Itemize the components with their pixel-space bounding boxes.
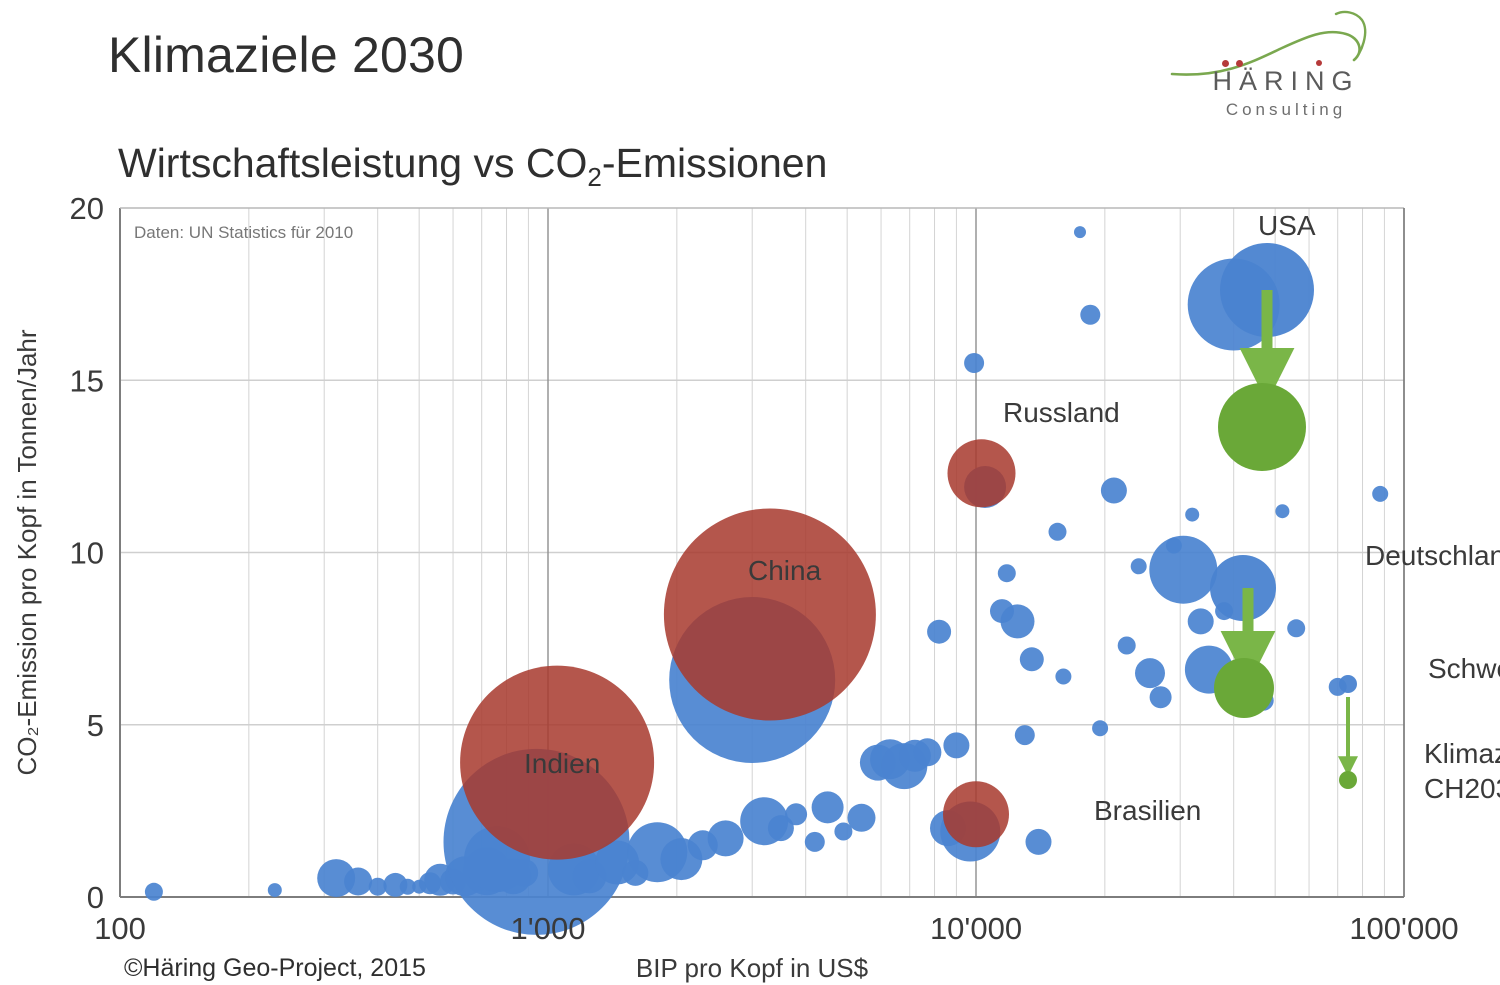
population-bubble [1055,668,1072,685]
logo-subtitle: Consulting [1225,100,1347,119]
chart-title-main: Wirtschaftsleistung vs CO [118,140,588,186]
plot-frame: Daten: UN Statistics für 2010 [119,207,1405,898]
population-bubble [804,831,825,852]
target-goal-bubble [1339,771,1357,789]
bubble-label-klimaziel: Klimaziel [1424,738,1500,769]
population-bubble [847,803,876,832]
population-bubble [1187,608,1214,635]
population-bubble [785,803,808,826]
bubble-label-schweiz: Schweiz [1428,653,1500,684]
target-goal-bubble [1214,658,1274,718]
x-tick-label: 10'000 [930,911,1022,946]
logo-umlaut-dot-left [1222,60,1229,67]
population-bubble [1130,558,1147,575]
copyright-note: ©Häring Geo-Project, 2015 [124,954,426,982]
logo-i-dot-icon [1316,60,1322,66]
population-bubble [1048,522,1067,541]
axis-labels: 0 5 10 15 20 100 1'000 10'000 100'000 CO₂-Emissio… [12,191,1459,983]
population-bubble [1185,507,1200,522]
climate-target-markers [1210,243,1358,789]
population-bubble [1149,535,1218,604]
x-tick-label: 100'000 [1349,911,1458,946]
bubble-label-ch2030: CH2030 [1424,773,1500,804]
target-goal-bubble [1218,383,1306,471]
population-bubble [368,877,387,896]
population-bubble [1117,636,1136,655]
emission-bubbles [460,439,1016,860]
x-tick-label: 100 [94,911,146,946]
logo-wordmark: HÄRING [1212,66,1360,96]
emission-bubble [663,508,876,721]
population-bubble [1100,477,1127,504]
population-bubble [834,822,853,841]
logo-umlaut-dot-right [1236,60,1243,67]
population-bubble [913,738,942,767]
population-bubble [1149,686,1172,709]
population-bubble [267,883,282,898]
bubble-label-china: China [748,555,822,586]
target-source-bubble [1339,675,1357,693]
population-bubble [811,791,844,824]
population-bubble [1025,828,1052,855]
x-tick-label: 1'000 [511,911,586,946]
population-bubble [144,882,163,901]
y-axis-title: CO₂-Emission pro Kopf in Tonnen/Jahr [12,329,42,775]
source-note: Daten: UN Statistics für 2010 [134,223,353,242]
y-tick-label: 20 [70,191,104,226]
chart-title: Wirtschaftsleistung vs CO2-Emissionen [118,140,827,193]
y-tick-label: 15 [70,363,104,398]
page-title: Klimaziele 2030 [108,27,464,83]
emission-bubble [943,781,1009,848]
population-bubble [1135,658,1165,689]
population-bubble [399,878,416,895]
population-bubble [1080,304,1101,325]
bubble-label-russland: Russland [1003,397,1120,428]
population-bubble [344,867,373,896]
haering-consulting-logo: HÄRING Consulting [1164,8,1404,130]
y-tick-label: 5 [87,708,104,743]
emission-bubble [947,439,1016,508]
logo-swoosh-icon [1170,10,1367,76]
population-bubble [1275,504,1290,519]
chart-title-subscript: 2 [587,162,602,193]
bubble-label-brasilien: Brasilien [1094,795,1201,826]
population-bubble [927,619,952,644]
y-tick-label: 10 [70,536,104,571]
population-bubble [707,820,744,857]
population-bubble [997,564,1016,583]
population-bubble [1019,647,1044,672]
population-bubble [767,815,794,842]
emission-bubble [460,665,655,860]
population-bubble [1287,619,1306,638]
chart-title-tail: -Emissionen [601,140,828,186]
y-tick-label: 0 [87,880,104,915]
population-bubble [1000,604,1035,639]
population-bubble [964,353,985,373]
bubble-label-usa: USA [1258,210,1316,241]
bubble-label-indien: Indien [524,748,600,779]
population-bubble [1372,485,1389,502]
bubble-labels: USA Russland China Indien Brasilien Deutschla… [524,210,1500,826]
population-bubble [943,732,970,759]
population-bubble [1074,226,1086,239]
bubble-label-deutschland: Deutschland [1365,540,1500,571]
population-bubble [1014,725,1035,746]
population-bubble [1092,720,1109,737]
x-axis-title: BIP pro Kopf in US$ [636,953,869,983]
